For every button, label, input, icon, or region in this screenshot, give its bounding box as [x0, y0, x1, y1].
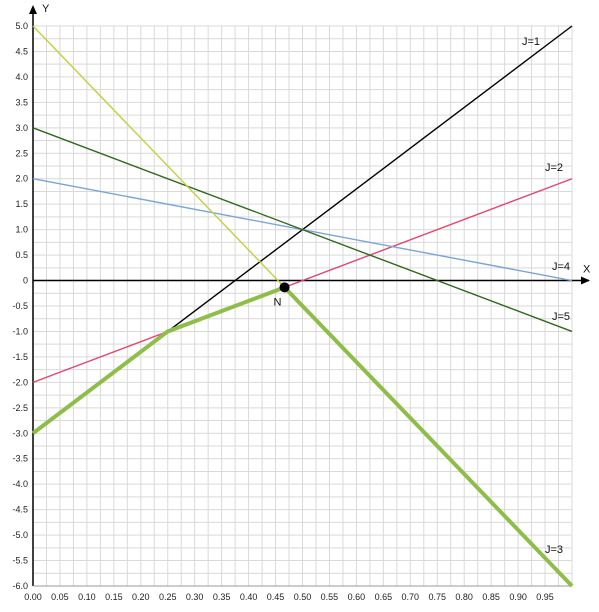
y-tick-label: 5.0 — [15, 21, 28, 31]
x-tick-label: 0.70 — [402, 592, 420, 602]
y-axis-arrow — [29, 5, 37, 14]
y-tick-label: 0 — [23, 276, 28, 286]
x-tick-label: 0.00 — [24, 592, 42, 602]
x-tick-label: 0.50 — [294, 592, 312, 602]
series-line-unnamed — [32, 25, 286, 288]
series-label-j4: J=4 — [552, 261, 570, 273]
x-tick-label: 0.20 — [132, 592, 150, 602]
y-tick-label: 3.5 — [15, 97, 28, 107]
y-tick-label: -6.0 — [12, 581, 28, 591]
x-tick-label: 0.40 — [240, 592, 258, 602]
x-tick-label: 0.55 — [321, 592, 339, 602]
x-tick-label: 0.90 — [509, 592, 527, 602]
x-tick-label: 0.25 — [159, 592, 177, 602]
x-tick-label: 0.30 — [186, 592, 204, 602]
x-axis-arrow — [581, 276, 590, 285]
y-tick-label: 1.5 — [15, 199, 28, 209]
x-tick-label: 0.95 — [536, 592, 554, 602]
series-line-j3 — [31, 284, 574, 588]
y-tick-label: 3.0 — [15, 123, 28, 133]
series-label-j2: J=2 — [545, 162, 563, 174]
x-tick-label: 0.35 — [213, 592, 231, 602]
y-tick-label: 4.5 — [15, 46, 28, 56]
grid — [32, 25, 573, 587]
y-axis-title: Y — [42, 3, 50, 15]
series-lines — [31, 25, 574, 588]
y-tick-label: 4.0 — [15, 72, 28, 82]
y-tick-label: -5.5 — [12, 556, 28, 566]
y-tick-label: -0.5 — [12, 301, 28, 311]
y-tick-label: -2.5 — [12, 403, 28, 413]
y-tick-label: 0.5 — [15, 250, 28, 260]
series-label-j3: J=3 — [545, 544, 563, 556]
y-tick-label: -4.0 — [12, 479, 28, 489]
series-label-j1: J=1 — [522, 36, 540, 48]
x-tick-label: 0.75 — [428, 592, 446, 602]
y-tick-label: -3.5 — [12, 454, 28, 464]
y-tick-label: -1.0 — [12, 326, 28, 336]
axes — [29, 5, 590, 587]
y-tick-label: -1.5 — [12, 352, 28, 362]
y-tick-label: -4.5 — [12, 505, 28, 515]
x-tick-label: 0.85 — [482, 592, 500, 602]
x-tick-label: 0.05 — [51, 592, 69, 602]
y-tick-label: 2.0 — [15, 174, 28, 184]
series-label-j5: J=5 — [552, 311, 570, 323]
labels: 0.00 0.05 0.10 0.15 0.20 0.25 0.30 0.35 0.40 0.45… — [12, 3, 591, 602]
x-tick-label: 0.65 — [375, 592, 393, 602]
y-tick-label: 1.0 — [15, 225, 28, 235]
x-axis-title: X — [583, 264, 591, 276]
y-tick-label: 2.5 — [15, 148, 28, 158]
y-tick-label: -5.0 — [12, 530, 28, 540]
series-line-j2 — [32, 178, 573, 384]
annotation-point — [279, 282, 290, 293]
annotation-label: N — [274, 296, 282, 308]
x-tick-label: 0.45 — [267, 592, 285, 602]
x-tick-label: 0.80 — [455, 592, 473, 602]
x-tick-label: 0.15 — [105, 592, 123, 602]
y-tick-label: -2.0 — [12, 377, 28, 387]
series-line-j5 — [32, 127, 573, 333]
y-tick-label: -3.0 — [12, 428, 28, 438]
x-tick-label: 0.60 — [348, 592, 366, 602]
x-tick-label: 0.10 — [78, 592, 96, 602]
series-line-j1 — [167, 25, 573, 333]
